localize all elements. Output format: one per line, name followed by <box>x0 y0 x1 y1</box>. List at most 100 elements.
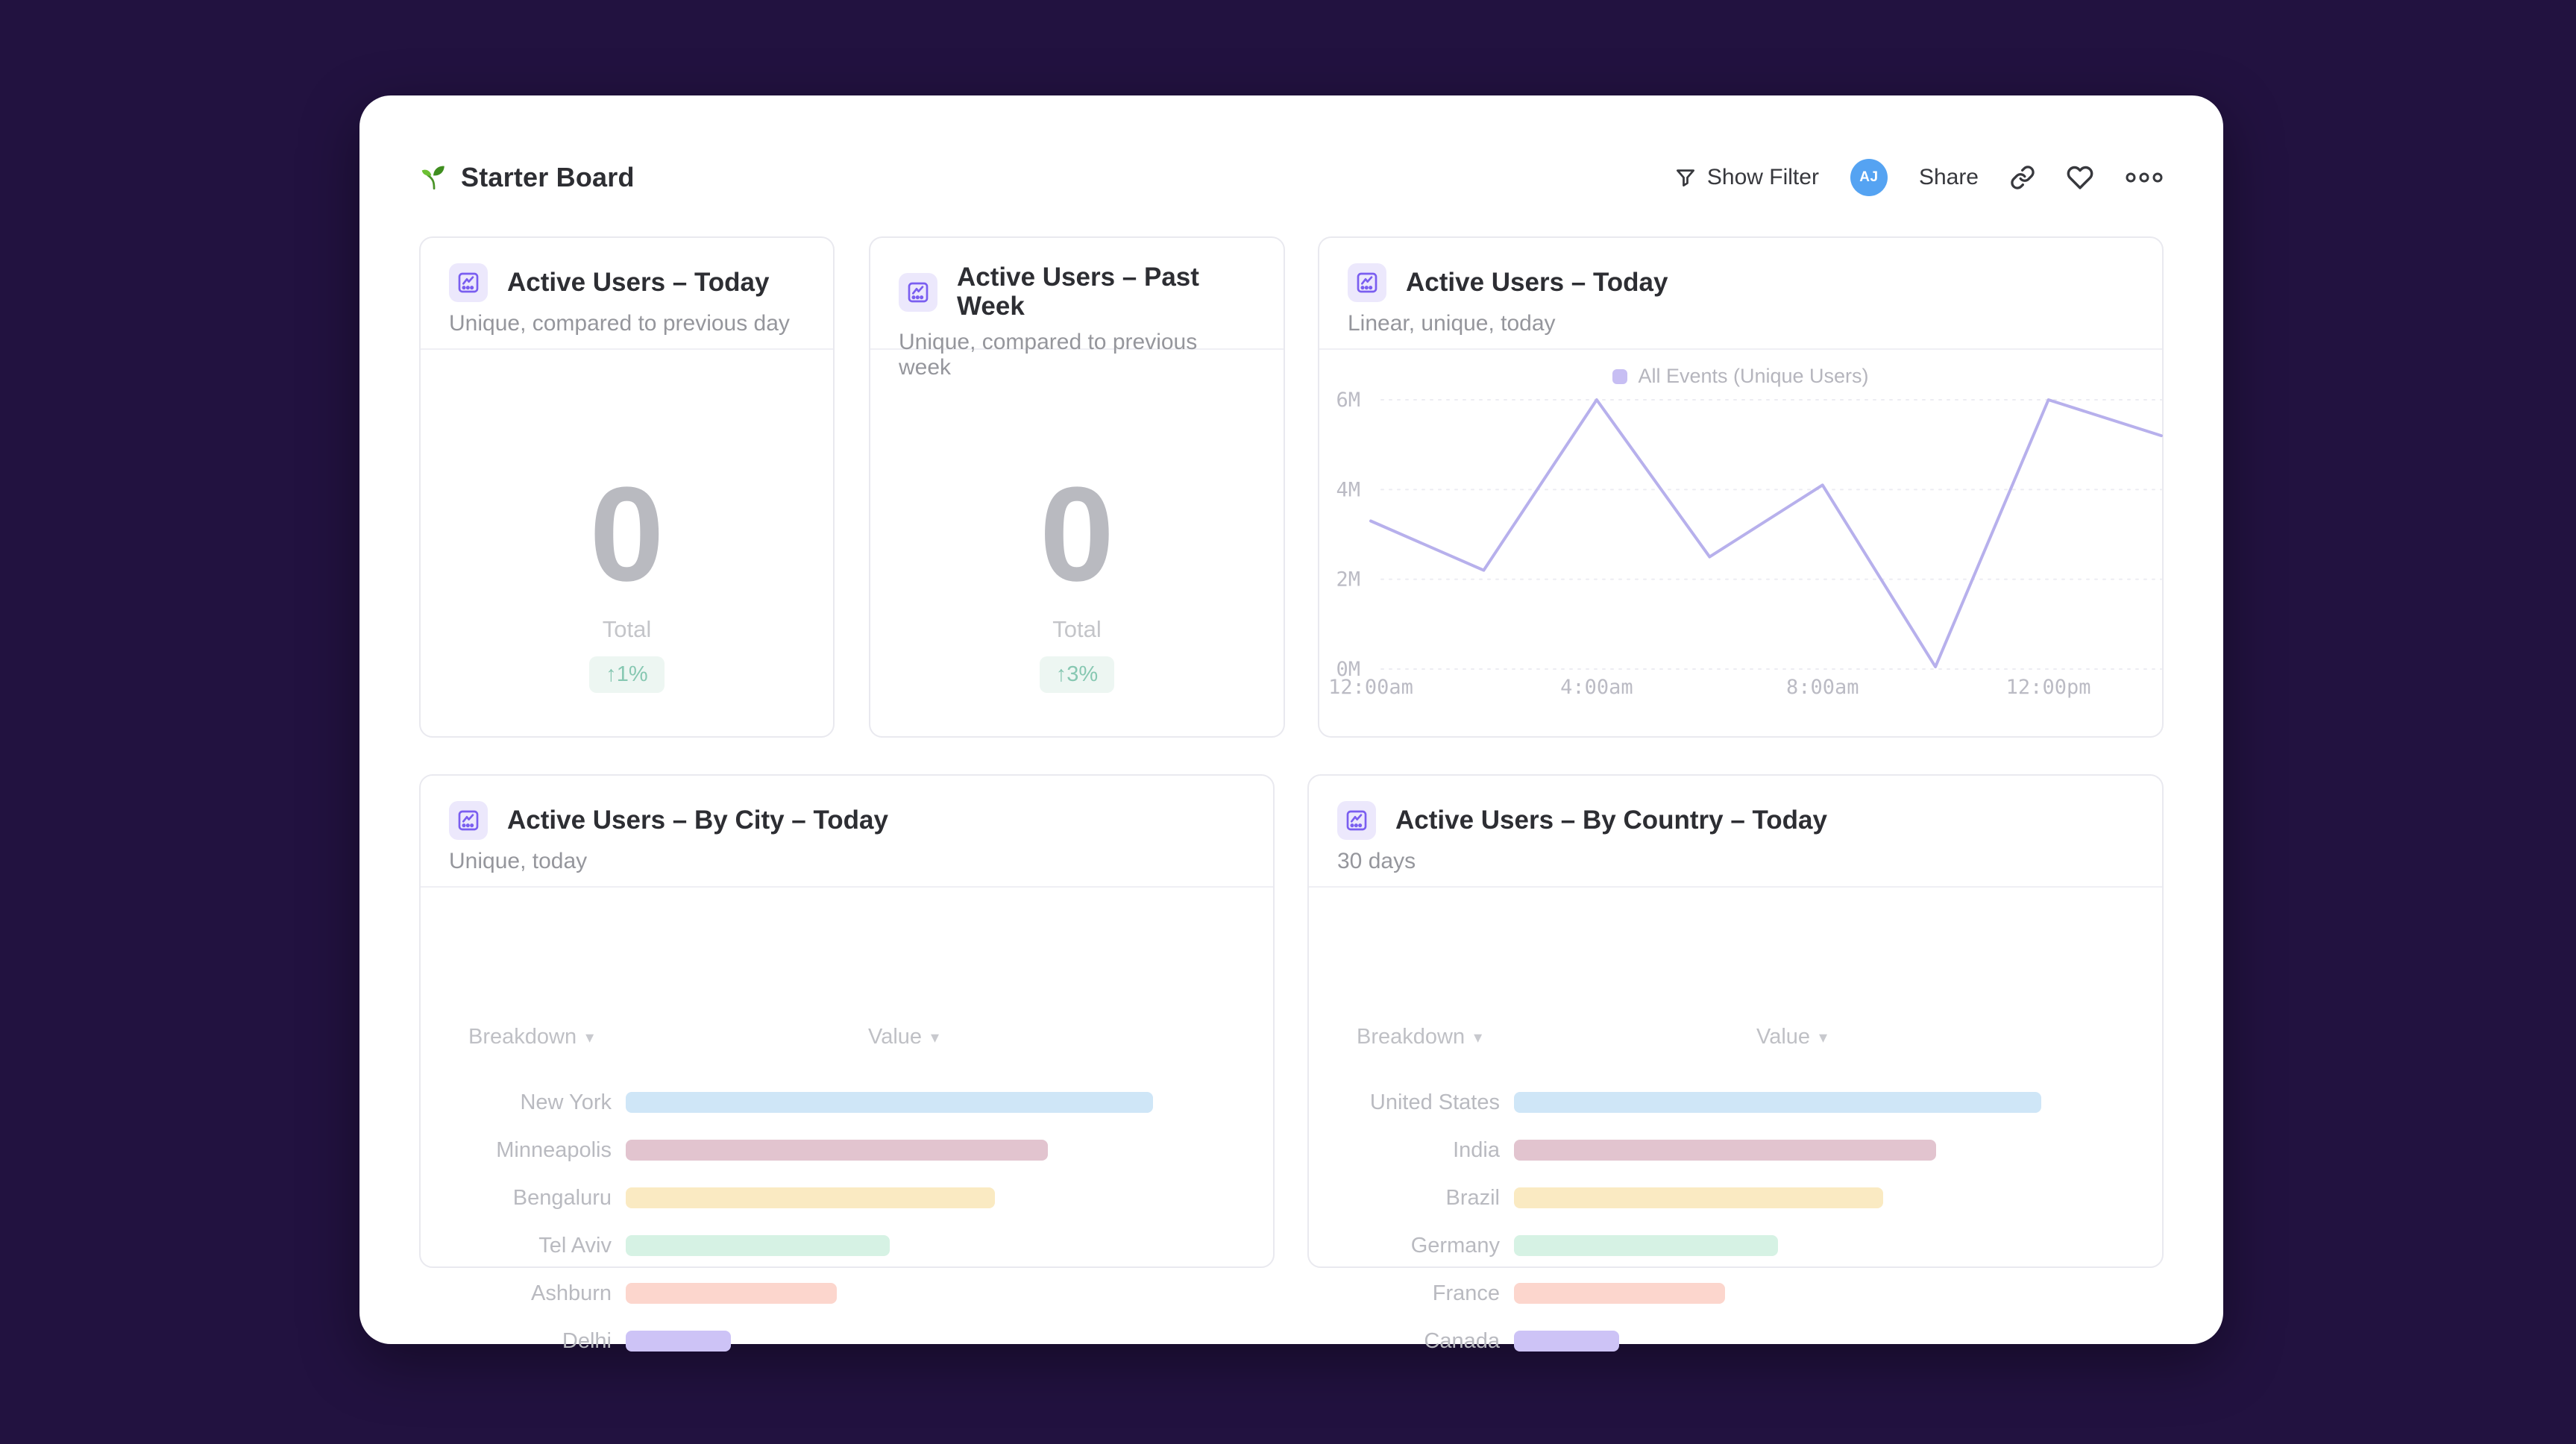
y-axis-tick-label: 6M <box>1336 389 1360 412</box>
x-axis-tick-label: 4:00am <box>1560 676 1633 699</box>
card-body: Breakdown ▾ Value ▾ United States India Br… <box>1309 889 2162 1353</box>
bar-fill <box>626 1235 890 1256</box>
card-title[interactable]: Active Users – By Country – Today <box>1395 805 1827 835</box>
card-body: 0 Total ↑3% <box>870 351 1284 736</box>
legend-label: All Events (Unique Users) <box>1638 365 1869 387</box>
line-series <box>1369 398 2163 668</box>
card-active-users-by-country: Active Users – By Country – Today 30 day… <box>1307 774 2164 1353</box>
bar-category-label: Minneapolis <box>496 1137 612 1162</box>
copy-link-button[interactable] <box>2010 165 2035 190</box>
bar-fill <box>626 1140 1048 1161</box>
bar-row: Delhi <box>450 1317 1243 1365</box>
bar-category-label: Ashburn <box>530 1281 612 1305</box>
card-active-users-line-chart: Active Users – Today Linear, unique, tod… <box>1318 236 2164 738</box>
card-title[interactable]: Active Users – Past Week <box>957 263 1199 321</box>
bar-track <box>626 1140 1153 1161</box>
favorite-button[interactable] <box>2067 164 2093 191</box>
bar-fill <box>1514 1140 1936 1161</box>
line-chart-icon <box>1337 801 1376 840</box>
ellipsis-icon <box>2125 170 2164 185</box>
card-active-users-past-week: Active Users – Past Week Unique, compare… <box>869 236 1285 738</box>
stat-value: 0 <box>1039 459 1115 609</box>
stat-group: 0 Total ↑1% <box>421 459 833 693</box>
line-chart-icon <box>449 801 488 840</box>
card-subtitle: Unique, today <box>449 849 588 873</box>
breakdown-column-label: Breakdown <box>468 1025 577 1049</box>
breakdown-bar-list: United States India Brazil Germany France Can… <box>1339 1079 2132 1365</box>
bar-row: Bengaluru <box>450 1174 1243 1222</box>
show-filter-label: Show Filter <box>1706 165 1819 189</box>
bar-row: Ashburn <box>450 1269 1243 1317</box>
card-body: Breakdown ▾ Value ▾ New York Minneapolis B… <box>421 889 1273 1353</box>
bar-row: New York <box>450 1079 1243 1126</box>
topbar-actions: Show Filter AJ Share <box>1674 159 2164 196</box>
card-title[interactable]: Active Users – By City – Today <box>507 805 888 835</box>
card-header: Active Users – Today Linear, unique, tod… <box>1319 238 2162 350</box>
y-axis-tick-label: 0M <box>1336 658 1360 681</box>
avatar[interactable]: AJ <box>1850 159 1888 196</box>
stat-label: Total <box>602 616 652 642</box>
board-title-group: Starter Board <box>419 162 635 193</box>
card-header: Active Users – Past Week Unique, compare… <box>870 238 1284 380</box>
bar-category-label: Tel Aviv <box>538 1233 612 1258</box>
card-header: Active Users – By Country – Today 30 day… <box>1309 776 2162 888</box>
bar-row: Canada <box>1339 1317 2132 1365</box>
legend-item[interactable]: All Events (Unique Users) <box>1319 365 2162 388</box>
avatar-initials: AJ <box>1859 169 1879 185</box>
line-chart-icon <box>1348 263 1386 302</box>
bar-track <box>626 1235 1153 1256</box>
bar-row: France <box>1339 1269 2132 1317</box>
seedling-icon <box>419 163 447 192</box>
value-column-header[interactable]: Value ▾ <box>1756 1025 1827 1049</box>
change-badge: ↑3% <box>1039 656 1115 693</box>
line-chart: 0M 2M 4M 6M 12:00am 4:00am 8:00am 12:00pm <box>1328 389 2163 699</box>
bar-category-label: United States <box>1369 1090 1500 1114</box>
stat-group: 0 Total ↑3% <box>870 459 1284 693</box>
card-body: 0 Total ↑1% <box>421 351 833 736</box>
value-column-header[interactable]: Value ▾ <box>868 1025 939 1049</box>
bar-row: Tel Aviv <box>450 1222 1243 1269</box>
x-axis-tick-label: 12:00pm <box>2006 676 2091 699</box>
bar-category-label: New York <box>520 1090 612 1114</box>
filter-icon <box>1674 166 1697 189</box>
card-subtitle: 30 days <box>1337 849 1416 873</box>
breakdown-column-header[interactable]: Breakdown ▾ <box>1357 1025 1482 1049</box>
bar-category-label: India <box>1453 1137 1500 1162</box>
bar-row: Minneapolis <box>450 1126 1243 1174</box>
more-options-button[interactable] <box>2125 170 2164 185</box>
value-column-label: Value <box>868 1025 923 1049</box>
card-header: Active Users – Today Unique, compared to… <box>421 238 833 350</box>
bar-category-label: Brazil <box>1445 1185 1500 1210</box>
bar-track <box>1514 1331 2041 1352</box>
breakdown-column-header[interactable]: Breakdown ▾ <box>468 1025 594 1049</box>
bar-category-label: France <box>1432 1281 1500 1305</box>
show-filter-button[interactable]: Show Filter <box>1674 165 1819 190</box>
breakdown-column-label: Breakdown <box>1357 1025 1466 1049</box>
card-title[interactable]: Active Users – Today <box>1406 267 1668 297</box>
breakdown-table-header: Breakdown ▾ Value ▾ <box>421 1025 1273 1055</box>
card-title[interactable]: Active Users – Today <box>507 267 770 297</box>
bar-fill <box>1514 1092 2041 1113</box>
bar-track <box>626 1187 1153 1208</box>
stat-value: 0 <box>589 459 665 609</box>
x-axis-tick-label: 8:00am <box>1786 676 1859 699</box>
bar-row: India <box>1339 1126 2132 1174</box>
share-button[interactable]: Share <box>1919 165 1979 190</box>
card-active-users-today: Active Users – Today Unique, compared to… <box>419 236 835 738</box>
card-header: Active Users – By City – Today Unique, t… <box>421 776 1273 888</box>
bar-fill <box>1514 1235 1778 1256</box>
card-body: All Events (Unique Users) 0M 2M 4M 6M 12:00a… <box>1319 351 2163 736</box>
stat-label: Total <box>1052 616 1102 642</box>
bar-row: Germany <box>1339 1222 2132 1269</box>
change-badge: ↑1% <box>589 656 665 693</box>
bar-track <box>1514 1092 2041 1113</box>
chevron-down-icon: ▾ <box>585 1027 594 1046</box>
bar-track <box>1514 1187 2041 1208</box>
card-subtitle: Linear, unique, today <box>1348 311 1556 336</box>
bar-category-label: Bengaluru <box>512 1185 612 1210</box>
bar-category-label: Delhi <box>562 1328 612 1353</box>
bar-track <box>626 1331 1153 1352</box>
y-axis-tick-label: 4M <box>1336 478 1360 501</box>
bar-fill <box>626 1187 995 1208</box>
link-icon <box>2010 165 2035 190</box>
